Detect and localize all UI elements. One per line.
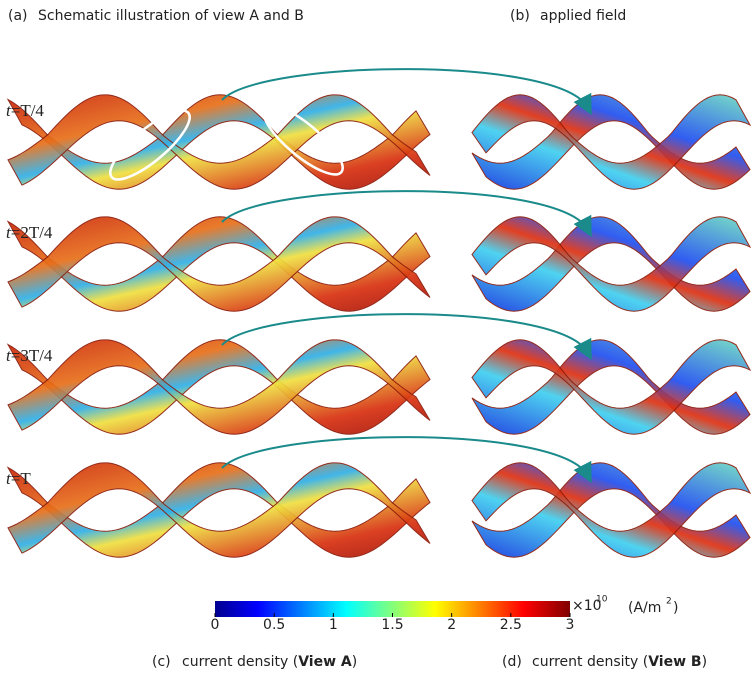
ribbon xyxy=(7,462,431,558)
panel-title: applied field xyxy=(540,8,626,24)
ribbon xyxy=(7,94,431,190)
ribbon xyxy=(471,339,751,435)
colorbar-tick-label: 2 xyxy=(447,617,456,633)
arrow xyxy=(221,190,592,238)
caption: current density (View A) xyxy=(182,654,357,670)
row-variable: t xyxy=(6,469,12,488)
ribbon xyxy=(471,94,751,190)
colorbar-multiplier: ×10 xyxy=(572,598,602,614)
caption-bold: View B xyxy=(648,654,701,670)
ribbon xyxy=(471,462,751,558)
ribbon xyxy=(471,462,751,558)
colorbar-exponent: 10 xyxy=(596,595,608,605)
ribbon xyxy=(471,339,751,435)
arrow xyxy=(221,436,592,484)
unit-power: 2 xyxy=(666,597,672,607)
ribbon xyxy=(471,94,751,190)
row-equation: =T xyxy=(11,469,32,488)
row-variable: t xyxy=(6,346,12,365)
ribbon xyxy=(7,339,431,435)
colorbar xyxy=(215,601,570,617)
row-variable: t xyxy=(6,223,12,242)
arrow xyxy=(221,68,592,116)
caption-label: (c) xyxy=(152,654,171,670)
ribbon xyxy=(7,216,431,312)
arrow xyxy=(221,313,592,361)
ribbon xyxy=(6,216,431,312)
panel-title: Schematic illustration of view A and B xyxy=(38,8,304,24)
ribbon xyxy=(6,462,431,558)
colorbar-tick-label: 1.5 xyxy=(381,617,403,633)
colorbar-tick-label: 0.5 xyxy=(263,617,285,633)
ribbon xyxy=(471,216,751,312)
caption: current density (View B) xyxy=(532,654,707,670)
colorbar-tick-label: 0 xyxy=(211,617,220,633)
row-equation: =3T/4 xyxy=(11,346,53,365)
row-label: t=3T/4 xyxy=(6,346,53,365)
rows: t=T/4t=2T/4t=3T/4t=T xyxy=(6,94,751,558)
row-variable: t xyxy=(6,101,12,120)
unit: (A/m xyxy=(628,600,661,616)
caption-label: (d) xyxy=(502,654,522,670)
caption-text: ) xyxy=(702,654,707,670)
panel-label: (a) xyxy=(8,8,28,24)
row-label: t=2T/4 xyxy=(6,223,53,242)
caption-text: current density ( xyxy=(182,654,298,670)
caption-text: current density ( xyxy=(532,654,648,670)
ribbon xyxy=(6,94,431,190)
colorbar-tick-label: 2.5 xyxy=(500,617,522,633)
colorbar-tick-label: 1 xyxy=(329,617,338,633)
colorbar-tick-label: 3 xyxy=(566,617,575,633)
row-equation: =T/4 xyxy=(11,101,45,120)
caption-text: ) xyxy=(352,654,357,670)
ribbon xyxy=(6,339,431,435)
loop xyxy=(262,104,344,176)
unit: ) xyxy=(673,600,678,616)
row-label: t=T/4 xyxy=(6,101,44,120)
ribbon xyxy=(471,216,751,312)
row-label: t=T xyxy=(6,469,31,488)
loop xyxy=(109,109,191,181)
caption-bold: View A xyxy=(298,654,352,670)
row-equation: =2T/4 xyxy=(11,223,53,242)
panel-label: (b) xyxy=(510,8,530,24)
